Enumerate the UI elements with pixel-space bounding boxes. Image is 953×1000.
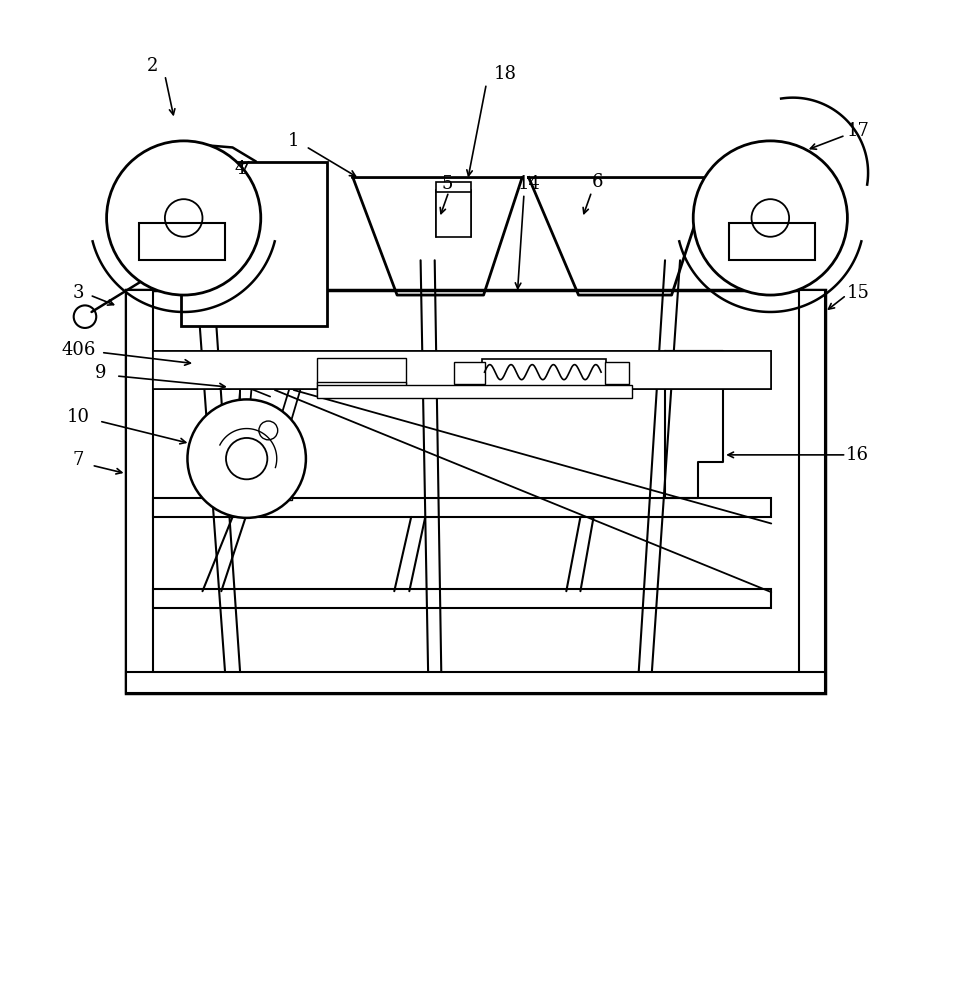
Bar xyxy=(181,162,326,326)
Text: 18: 18 xyxy=(494,65,517,83)
Bar xyxy=(152,589,770,608)
Text: 9: 9 xyxy=(95,364,107,382)
Text: 10: 10 xyxy=(67,408,90,426)
Text: 3: 3 xyxy=(72,284,84,302)
Text: 5: 5 xyxy=(441,175,452,193)
Bar xyxy=(436,182,471,192)
Bar xyxy=(152,351,770,389)
Circle shape xyxy=(693,141,846,295)
Bar xyxy=(126,672,824,693)
Bar xyxy=(152,498,770,517)
Bar xyxy=(728,223,815,260)
Circle shape xyxy=(107,141,260,295)
Text: 1: 1 xyxy=(288,132,299,150)
Text: 7: 7 xyxy=(72,451,84,469)
Text: 14: 14 xyxy=(517,175,539,193)
Text: 4: 4 xyxy=(234,160,246,178)
Bar xyxy=(126,290,824,693)
Circle shape xyxy=(187,399,306,518)
Bar xyxy=(604,362,629,384)
Bar xyxy=(316,385,632,398)
Bar xyxy=(126,290,152,693)
Bar xyxy=(138,223,225,260)
Text: 17: 17 xyxy=(845,122,868,140)
Bar xyxy=(316,382,406,395)
Bar xyxy=(798,290,824,693)
Bar xyxy=(436,190,471,237)
Bar xyxy=(481,359,605,387)
Text: 15: 15 xyxy=(845,284,868,302)
Bar xyxy=(454,362,484,384)
Bar xyxy=(152,351,770,389)
Text: 6: 6 xyxy=(591,173,602,191)
Bar xyxy=(231,483,292,500)
Text: 406: 406 xyxy=(61,341,95,359)
Bar xyxy=(316,358,406,384)
Text: 16: 16 xyxy=(845,446,868,464)
Text: 2: 2 xyxy=(147,57,158,75)
